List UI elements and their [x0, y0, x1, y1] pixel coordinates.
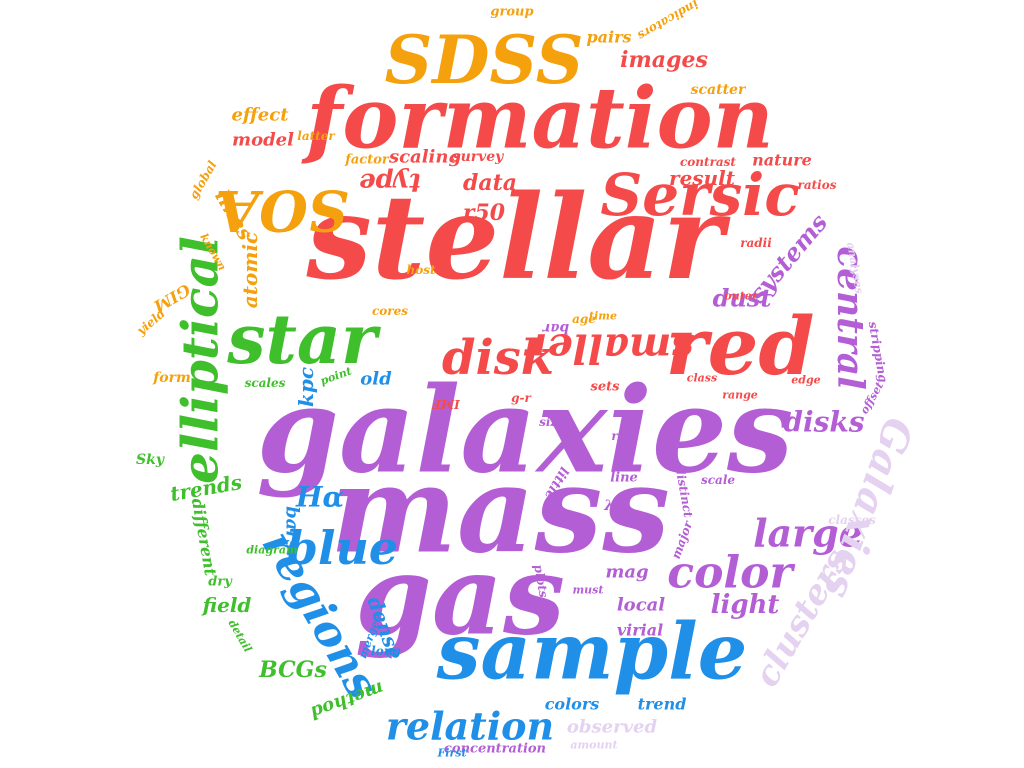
word-gas: gas: [355, 531, 565, 660]
word-colors: colors: [545, 695, 600, 714]
word-First: First: [436, 747, 466, 760]
word-outer: outer: [724, 290, 758, 303]
word-virial: virial: [617, 621, 663, 640]
word-form: form: [152, 370, 191, 386]
word-scale: scale: [701, 473, 735, 487]
word-radii: radii: [740, 236, 772, 250]
word-atomic: atomic: [238, 232, 262, 308]
word-detail: detail: [226, 617, 255, 654]
word-nature: nature: [752, 151, 812, 170]
word-factor: factor: [344, 153, 390, 168]
word-size: size: [539, 415, 565, 429]
word-long: long: [371, 644, 401, 658]
word-pairs: pairs: [586, 28, 631, 47]
word-effect: effect: [231, 105, 289, 126]
word-images: images: [620, 47, 708, 73]
word-red: red: [666, 299, 815, 393]
word-host: host: [406, 263, 435, 277]
word-result: result: [669, 166, 736, 190]
word-r50: r50: [463, 200, 506, 226]
word-relation: relation: [386, 704, 554, 749]
word-old: old: [360, 369, 392, 390]
word-time: time: [589, 310, 617, 323]
word-diagram: diagram: [246, 544, 297, 557]
word-age: age: [572, 312, 596, 326]
word-concentration: concentration: [444, 742, 546, 757]
word-IMF: IMF: [431, 397, 461, 411]
word-star: star: [226, 300, 381, 380]
word-amount: amount: [570, 739, 617, 752]
word-scaling: scaling: [388, 147, 461, 168]
word-Sky: Sky: [136, 452, 165, 468]
word-cores: cores: [372, 304, 408, 318]
word-kpc: kpc: [294, 367, 318, 407]
word-color: color: [667, 548, 795, 599]
word-range: range: [722, 389, 758, 402]
word-g-r: g-r: [511, 391, 532, 405]
word-latter: latter: [297, 129, 336, 143]
word-Sersic: Sersic: [600, 161, 799, 229]
word-blue: blue: [286, 521, 398, 575]
word-light: light: [711, 590, 780, 620]
word-stellar: stellar: [305, 170, 731, 306]
word-smaller: smaller: [523, 325, 695, 372]
word-dry: dry: [208, 575, 233, 590]
word-local: local: [617, 595, 665, 616]
word-edge: edge: [791, 374, 820, 387]
word-bars: bars: [282, 506, 303, 550]
word-contrast: contrast: [680, 155, 736, 169]
word-bar: bar: [541, 320, 569, 336]
word-sets: sets: [591, 380, 621, 395]
word-class: class: [687, 372, 717, 385]
word-galaxies: galaxies: [257, 361, 794, 500]
word-trend: trend: [638, 695, 687, 714]
word-group: group: [490, 5, 533, 20]
word-classes: classes: [828, 513, 876, 527]
word-mass: mass: [330, 440, 670, 581]
word-BCGs: BCGs: [258, 657, 327, 683]
word-formation: formation: [301, 69, 774, 168]
word-SDSS: SDSS: [385, 21, 584, 99]
word-SOA: SOA: [216, 177, 349, 243]
word-large: large: [753, 511, 863, 556]
word-disks: disks: [783, 406, 864, 439]
word-line: line: [610, 471, 638, 486]
word-must: must: [573, 584, 604, 597]
word-dust: dust: [713, 284, 772, 313]
word-central: central: [829, 246, 871, 390]
word-different: different: [188, 497, 220, 578]
word-model: model: [232, 130, 294, 151]
word-plots: plots: [531, 563, 551, 598]
word-survey: survey: [453, 149, 504, 165]
word-field: field: [201, 593, 252, 617]
word-ratios: ratios: [798, 178, 837, 192]
word-sample: sample: [436, 607, 748, 698]
word-mag: mag: [605, 562, 648, 583]
word-scales: scales: [245, 376, 286, 390]
word-rate: rate: [611, 429, 639, 443]
word-H-alpha: Hα: [295, 481, 344, 514]
word-disk: disk: [442, 330, 554, 386]
word-observed: observed: [567, 717, 658, 738]
word-type: type: [359, 167, 421, 197]
word-lambdaR: λR: [603, 498, 625, 514]
word-indicators: indicators: [635, 0, 701, 43]
word-elliptical: elliptical: [171, 236, 230, 484]
word-scatter: scatter: [691, 82, 747, 98]
word-data: data: [463, 170, 517, 196]
